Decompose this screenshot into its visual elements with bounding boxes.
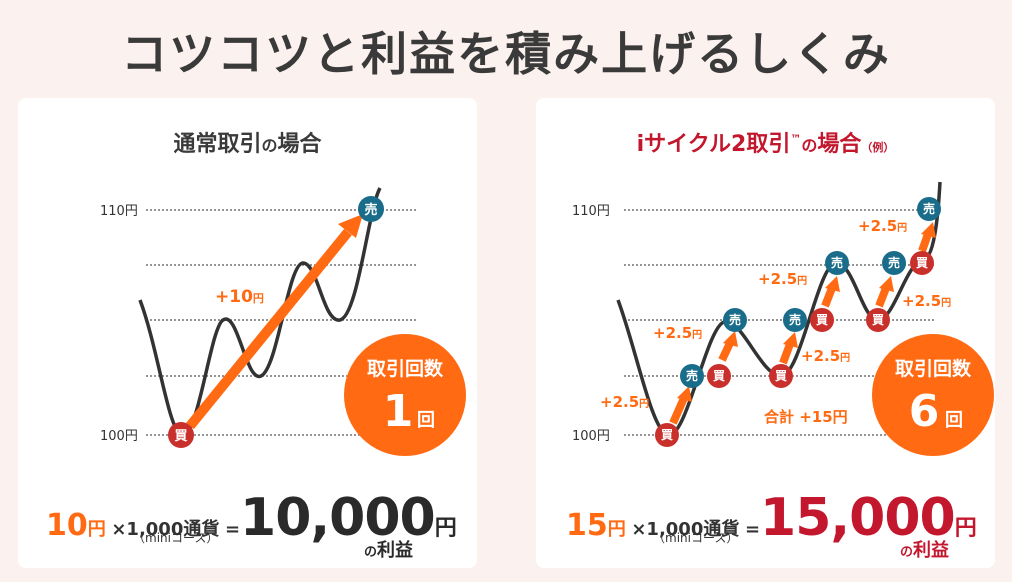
normal-trade-profit-label: の利益 — [364, 540, 414, 561]
buy-marker-label: 買 — [174, 429, 187, 444]
sell-marker-3 — [783, 308, 807, 332]
sell-marker-label: 売 — [364, 202, 377, 218]
svg-text:売: 売 — [789, 312, 801, 327]
normal-trade-chart: 110円 100円 +10円 買 売 取引回数 1 回 — [100, 187, 466, 456]
svg-text:買: 買 — [872, 313, 884, 327]
svg-text:売: 売 — [923, 201, 935, 216]
normal-trade-note: （miniコース） — [133, 531, 219, 545]
gain-label-4: +2.5円 — [758, 270, 807, 288]
y-label-100: 100円 — [100, 429, 138, 444]
gain-label: +10円 — [215, 287, 264, 307]
buy-marker-4 — [810, 308, 834, 332]
sell-marker-2 — [723, 308, 747, 332]
svg-text:買: 買 — [775, 369, 787, 383]
trade-count-value: 6 — [909, 386, 940, 437]
y-label-110: 110円 — [100, 204, 138, 219]
buy-marker-3 — [769, 364, 793, 388]
gain-arrow-6 — [918, 232, 932, 253]
sell-marker-4 — [825, 251, 849, 275]
sell-marker-5 — [882, 251, 906, 275]
gain-arrows — [669, 222, 936, 425]
icycle-trade-note: （miniコース） — [653, 531, 739, 545]
buy-marker — [168, 422, 194, 448]
gain-label-6: +2.5円 — [858, 217, 907, 235]
y-label-110: 110円 — [572, 204, 610, 219]
gain-label-1: +2.5円 — [600, 393, 649, 411]
gain-arrow-3 — [779, 342, 794, 365]
svg-text:売: 売 — [686, 368, 698, 383]
gain-label-5: +2.5円 — [902, 292, 951, 310]
svg-text:買: 買 — [916, 256, 928, 270]
main-title: コツコツと利益を積み上げるしくみ — [121, 27, 891, 81]
buy-marker-5 — [866, 308, 890, 332]
svg-text:売: 売 — [729, 312, 741, 327]
trade-count-label: 取引回数 — [367, 357, 444, 380]
profit-arrow — [186, 228, 352, 430]
y-label-100: 100円 — [572, 429, 610, 444]
sell-marker-6 — [917, 197, 941, 221]
gain-arrow-1 — [669, 396, 688, 425]
normal-trade-formula: 10円 ×1,000通貨 =10,000円 — [46, 488, 457, 548]
trade-count-label: 取引回数 — [895, 357, 972, 380]
icycle-trade-profit-label: の利益 — [900, 540, 950, 561]
buy-marker-1 — [655, 423, 679, 447]
svg-text:買: 買 — [816, 313, 828, 327]
svg-text:売: 売 — [831, 255, 843, 270]
buy-marker-6 — [910, 251, 934, 275]
sell-marker — [358, 196, 384, 222]
trade-count-unit: 回 — [417, 410, 435, 431]
gain-label-2: +2.5円 — [653, 324, 702, 342]
trade-count-circle — [344, 334, 466, 456]
normal-trade-panel: 通常取引の場合 110円 100円 +10円 買 売 取引回数 1 回 10円 … — [18, 98, 477, 568]
gain-arrow-4 — [821, 286, 836, 308]
profit-arrow-head — [338, 214, 363, 238]
svg-text:売: 売 — [888, 255, 900, 270]
normal-trade-title: 通常取引の場合 — [173, 132, 322, 157]
trade-count-value: 1 — [383, 386, 414, 437]
svg-text:買: 買 — [661, 428, 673, 442]
icycle-trade-title: iサイクル2取引™の場合（例） — [636, 132, 895, 157]
icycle-trade-formula: 15円 ×1,000通貨 =15,000円 — [566, 488, 977, 548]
icycle-trade-chart: 110円 100円 +2.5円 +2.5円 +2.5円 +2.5円 +2.5円 … — [572, 181, 994, 456]
gain-arrow-5 — [875, 286, 890, 308]
sell-marker-1 — [680, 364, 704, 388]
trade-count-unit: 回 — [945, 410, 963, 431]
trade-count-circle — [872, 334, 994, 456]
icycle-trade-panel: iサイクル2取引™の場合（例） 110円 100円 +2.5円 — [536, 98, 995, 568]
buy-marker-2 — [707, 364, 731, 388]
total-gain-label: 合計 +15円 — [763, 408, 848, 426]
gain-arrow-2 — [718, 341, 734, 362]
gain-label-3: +2.5円 — [801, 347, 850, 365]
svg-text:買: 買 — [713, 369, 725, 383]
